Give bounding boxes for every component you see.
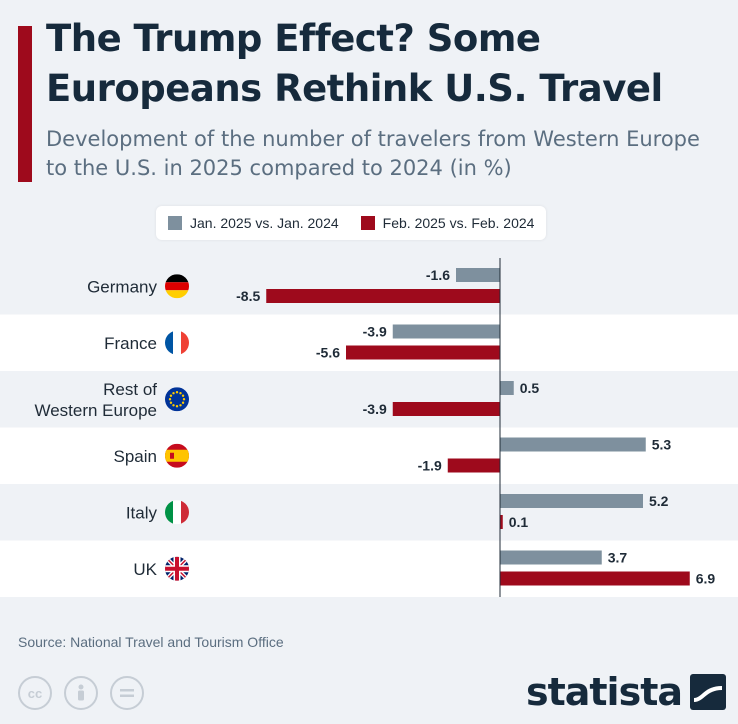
data-label: 5.3 <box>652 437 672 453</box>
attribution-icon[interactable] <box>64 676 98 710</box>
statista-logo[interactable]: statista <box>525 670 726 714</box>
eu-flag-icon-part <box>175 391 179 394</box>
eu-flag-icon-part <box>179 391 182 395</box>
legend-swatch-feb <box>360 216 375 230</box>
category-label: Spain <box>114 447 157 466</box>
data-label: -1.9 <box>418 458 442 474</box>
legend-label-feb: Feb. 2025 vs. Feb. 2024 <box>382 215 535 231</box>
row-background <box>0 540 738 597</box>
legend-swatch-jan <box>168 216 182 230</box>
data-label: -3.9 <box>363 324 387 340</box>
eu-flag-icon-part <box>181 401 185 404</box>
eu-flag-icon-part <box>175 405 179 408</box>
row-background <box>0 258 738 315</box>
spain-flag-icon-part <box>170 452 174 459</box>
eu-flag-icon-part <box>165 387 189 412</box>
eu-flag-icon-part <box>172 404 175 407</box>
data-label: -5.6 <box>316 345 340 361</box>
data-label: 0.5 <box>520 380 540 396</box>
bar-jan <box>500 381 514 395</box>
chart-legend: Jan. 2025 vs. Jan. 2024 Feb. 2025 vs. Fe… <box>156 206 547 240</box>
spain-flag-icon-part <box>165 449 189 462</box>
row-background <box>0 371 738 428</box>
eu-flag-icon <box>165 387 189 412</box>
category-label: Rest of <box>103 380 157 399</box>
bar-chart: Germany -1.6 -8.5 France -3.9 -5.6 Rest of West… <box>0 258 738 597</box>
bar-jan <box>456 268 500 282</box>
legend-item-feb: Feb. 2025 vs. Feb. 2024 <box>360 215 535 231</box>
germany-flag-icon <box>165 274 189 299</box>
data-label: 3.7 <box>608 550 628 566</box>
italy-flag-icon-part <box>173 500 181 525</box>
license-icons: cc <box>18 676 156 710</box>
chart-subtitle: Development of the number of travelers f… <box>46 127 700 180</box>
row-background <box>0 427 738 484</box>
chart-title: The Trump Effect? Some Europeans Rethink… <box>46 17 663 110</box>
bar-jan <box>500 550 602 565</box>
source-note: Source: National Travel and Tourism Offi… <box>18 634 284 650</box>
bar-feb <box>500 515 503 529</box>
bar-jan <box>392 324 500 339</box>
bar-feb <box>266 289 500 303</box>
eu-flag-icon-part <box>172 391 175 395</box>
france-flag-icon-part <box>173 330 181 355</box>
statista-logo-text: statista <box>525 670 683 714</box>
eu-flag-icon-part <box>182 398 186 401</box>
category-label: France <box>104 334 157 353</box>
eu-flag-icon-part <box>181 394 185 397</box>
category-label: Germany <box>87 277 157 296</box>
france-flag-icon-part <box>165 330 173 355</box>
eu-flag-icon-part <box>169 394 173 397</box>
eu-flag-icon-part <box>179 404 182 407</box>
italy-flag-icon-part <box>181 500 189 525</box>
france-flag-icon <box>165 330 189 355</box>
eu-flag-icon-part <box>169 401 173 404</box>
bar-feb <box>346 345 500 360</box>
category-label: Italy <box>126 503 158 522</box>
data-label: 6.9 <box>696 571 716 587</box>
italy-flag-icon-part <box>165 500 173 525</box>
france-flag-icon-part <box>181 330 189 355</box>
bar-feb <box>392 402 500 416</box>
creative-commons-icon[interactable]: cc <box>18 676 52 710</box>
data-label: -8.5 <box>236 288 260 304</box>
data-label: -1.6 <box>426 267 450 283</box>
title-accent-bar <box>18 26 32 182</box>
uk-flag-icon-part <box>175 556 179 581</box>
legend-item-jan: Jan. 2025 vs. Jan. 2024 <box>168 215 339 231</box>
germany-flag-icon-part <box>165 290 189 299</box>
category-label: Western Europe <box>34 401 157 420</box>
bar-jan <box>500 437 646 452</box>
category-label: UK <box>133 560 157 579</box>
row-background <box>0 484 738 541</box>
germany-flag-icon-part <box>165 274 189 283</box>
data-label: 0.1 <box>509 514 529 530</box>
bar-jan <box>500 494 643 508</box>
bar-feb <box>447 458 500 473</box>
no-derivatives-icon[interactable] <box>110 676 144 710</box>
row-background <box>0 314 738 371</box>
spain-flag-icon <box>165 443 189 468</box>
uk-flag-icon <box>165 556 189 581</box>
legend-label-jan: Jan. 2025 vs. Jan. 2024 <box>190 215 339 231</box>
germany-flag-icon-part <box>165 282 189 291</box>
data-label: 5.2 <box>649 493 669 509</box>
data-label: -3.9 <box>363 401 387 417</box>
italy-flag-icon <box>165 500 189 525</box>
eu-flag-icon-part <box>168 398 172 401</box>
bar-feb <box>500 571 690 586</box>
statista-logo-mark <box>690 674 726 710</box>
